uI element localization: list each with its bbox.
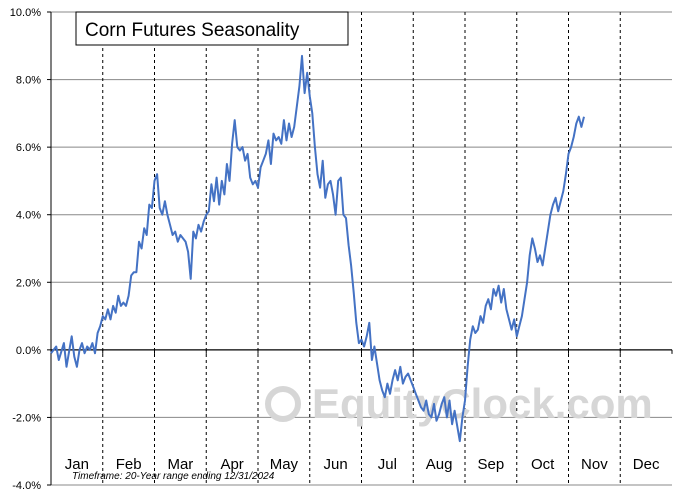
y-tick-label: 2.0% [16,277,41,289]
x-tick-label: Jan [65,456,89,473]
timeframe-footnote: Timeframe: 20-Year range ending 12/31/20… [72,471,275,482]
x-tick-label: Aug [426,456,453,473]
x-tick-label: Oct [531,456,555,473]
y-tick-label: 6.0% [16,142,41,154]
x-tick-label: Jun [324,456,348,473]
y-tick-label: 8.0% [16,75,41,87]
x-tick-label: Jul [378,456,397,473]
chart-title: Corn Futures Seasonality [85,20,300,41]
x-tick-label: Apr [220,456,243,473]
x-tick-label: Dec [633,456,660,473]
y-tick-label: 10.0% [10,7,41,19]
x-tick-label: Feb [116,456,142,473]
x-tick-label: Sep [478,456,505,473]
y-tick-label: -2.0% [12,412,41,424]
series-line [50,54,585,443]
y-tick-label: 0.0% [16,345,41,357]
y-tick-label: -4.0% [12,480,41,492]
watermark-logo-icon [265,386,301,422]
watermark-text: EquityClock.com [312,380,653,427]
chart-title-box [75,11,349,46]
x-tick-label: May [270,456,299,473]
x-tick-label: Mar [167,456,193,473]
y-tick-label: 4.0% [16,210,41,222]
x-tick-label: Nov [581,456,608,473]
